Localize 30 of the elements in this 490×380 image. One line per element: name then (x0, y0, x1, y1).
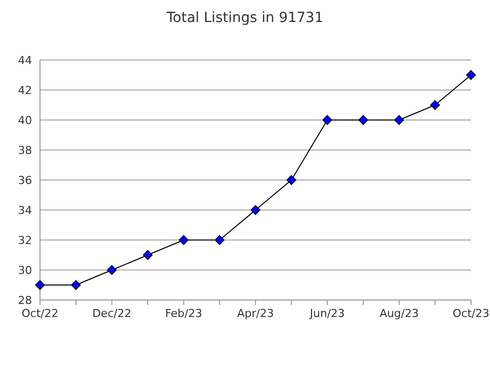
y-tick-label: 38 (18, 144, 32, 157)
point (466, 70, 476, 80)
point (178, 235, 189, 245)
y-tick-label: 40 (18, 114, 32, 127)
x-tick-label: Oct/22 (22, 307, 58, 320)
point (250, 205, 260, 215)
x-tick-label: Aug/23 (380, 307, 419, 320)
y-tick-label: 36 (18, 174, 32, 187)
y-tick-label: 28 (18, 294, 32, 307)
x-tick-label: Apr/23 (237, 307, 274, 320)
point (394, 115, 404, 125)
point (322, 115, 332, 125)
x-tick-label: Feb/23 (165, 307, 202, 320)
x-tick-label: Oct/23 (452, 307, 490, 320)
point (430, 100, 440, 110)
y-tick-label: 32 (18, 234, 32, 247)
chart-title: Total Listings in 91731 (166, 10, 324, 26)
y-tick-label: 34 (18, 204, 32, 217)
point (106, 265, 117, 275)
point (286, 175, 296, 185)
point (214, 235, 224, 245)
point (35, 280, 45, 290)
y-tick-label: 30 (18, 264, 32, 277)
x-tick-label: Dec/22 (92, 307, 132, 320)
y-tick-label: 42 (18, 84, 32, 97)
x-tick-label: Jun/23 (308, 307, 345, 320)
y-tick-label: 44 (18, 54, 32, 67)
point (358, 115, 368, 125)
point (71, 280, 81, 290)
point (142, 250, 153, 260)
